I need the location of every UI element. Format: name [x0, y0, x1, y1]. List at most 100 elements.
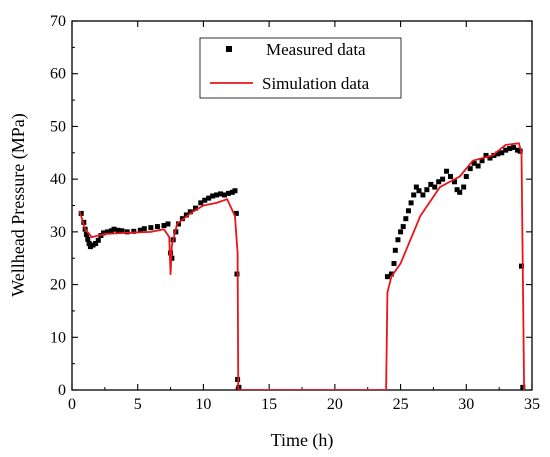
measured-point — [518, 263, 524, 269]
measured-point — [221, 192, 227, 198]
x-axis: 0 5 10 15 20 25 30 35 — [68, 21, 540, 413]
measured-point — [232, 188, 238, 194]
measured-point — [384, 274, 390, 280]
measured-point — [411, 192, 417, 198]
simulation-series-line — [79, 142, 526, 390]
x-tick-label: 0 — [68, 396, 76, 413]
measured-point — [161, 223, 167, 229]
measured-point — [90, 242, 96, 248]
measured-point — [214, 192, 220, 198]
measured-point — [444, 168, 450, 174]
measured-point — [403, 216, 409, 222]
y-tick-label: 10 — [50, 329, 66, 346]
measured-point — [202, 197, 208, 203]
x-tick-label: 5 — [134, 396, 142, 413]
measured-point — [499, 150, 505, 156]
measured-point — [413, 184, 419, 190]
y-tick-label: 30 — [50, 224, 66, 241]
measured-point — [471, 160, 477, 166]
legend-simulation-label: Simulation data — [262, 74, 370, 93]
measured-point — [154, 224, 160, 230]
measured-point — [229, 189, 235, 195]
measured-point — [520, 384, 526, 390]
measured-point — [479, 158, 485, 164]
measured-point — [507, 146, 513, 152]
measured-point — [187, 209, 193, 215]
measured-point — [210, 193, 216, 199]
measured-point — [388, 271, 394, 277]
measured-point — [495, 151, 501, 157]
measured-point — [424, 187, 430, 193]
measured-point — [461, 184, 467, 190]
measured-point — [451, 179, 457, 185]
measured-point — [467, 166, 473, 172]
measured-point — [400, 224, 406, 230]
measured-point — [475, 163, 481, 169]
measured-point — [148, 225, 154, 231]
legend-box — [199, 37, 402, 99]
x-tick-label: 10 — [195, 396, 211, 413]
measured-point — [198, 200, 204, 206]
y-axis-title: Wellhead Pressure (MPa) — [8, 113, 29, 297]
measured-point — [405, 208, 411, 214]
measured-point — [457, 189, 463, 195]
measured-point — [83, 231, 89, 237]
measured-point — [124, 229, 130, 235]
series-layer — [78, 142, 526, 390]
measured-point — [108, 228, 114, 234]
measured-point — [165, 221, 171, 227]
x-tick-label: 35 — [524, 396, 540, 413]
measured-point — [463, 174, 469, 180]
measured-point — [483, 152, 489, 158]
measured-point — [448, 174, 454, 180]
measured-point — [87, 244, 93, 250]
measured-point — [398, 229, 404, 235]
measured-point — [395, 237, 401, 243]
measured-point — [515, 147, 521, 153]
measured-point — [440, 176, 446, 182]
legend-measured-marker — [226, 46, 232, 52]
y-tick-label: 70 — [50, 13, 66, 30]
measured-point — [487, 155, 493, 161]
measured-point — [141, 226, 147, 232]
measured-point — [233, 210, 239, 216]
measured-point — [95, 237, 101, 243]
measured-point — [137, 227, 143, 233]
measured-point — [85, 236, 91, 242]
x-tick-label: 30 — [458, 396, 474, 413]
y-tick-label: 50 — [50, 118, 66, 135]
measured-point — [131, 228, 137, 234]
x-tick-label: 25 — [393, 396, 409, 413]
measured-point — [420, 192, 426, 198]
measured-point — [93, 240, 99, 246]
measured-point — [416, 188, 422, 194]
measured-point — [428, 181, 434, 187]
measured-point — [183, 212, 189, 218]
measured-point — [206, 195, 212, 201]
x-tick-label: 20 — [327, 396, 343, 413]
y-axis: 0 10 20 30 40 50 60 70 — [50, 13, 532, 399]
legend: Measured data Simulation data — [199, 37, 402, 99]
measured-point — [218, 191, 224, 197]
measured-point — [432, 184, 438, 190]
measured-point — [454, 187, 460, 193]
x-axis-title: Time (h) — [271, 430, 334, 451]
measured-point — [115, 227, 121, 233]
legend-measured-label: Measured data — [266, 40, 366, 59]
measured-point — [503, 147, 509, 153]
measured-point — [86, 240, 92, 246]
y-tick-label: 0 — [58, 382, 66, 399]
measured-point — [104, 229, 110, 235]
measured-point — [436, 179, 442, 185]
measured-point — [119, 228, 125, 234]
x-tick-label: 15 — [261, 396, 277, 413]
measured-point — [225, 190, 231, 196]
measured-point — [392, 247, 398, 253]
y-tick-label: 20 — [50, 277, 66, 294]
y-tick-label: 40 — [50, 171, 66, 188]
measured-point — [193, 205, 199, 211]
y-tick-label: 60 — [50, 66, 66, 83]
measured-point — [511, 145, 517, 151]
measured-point — [408, 200, 414, 206]
